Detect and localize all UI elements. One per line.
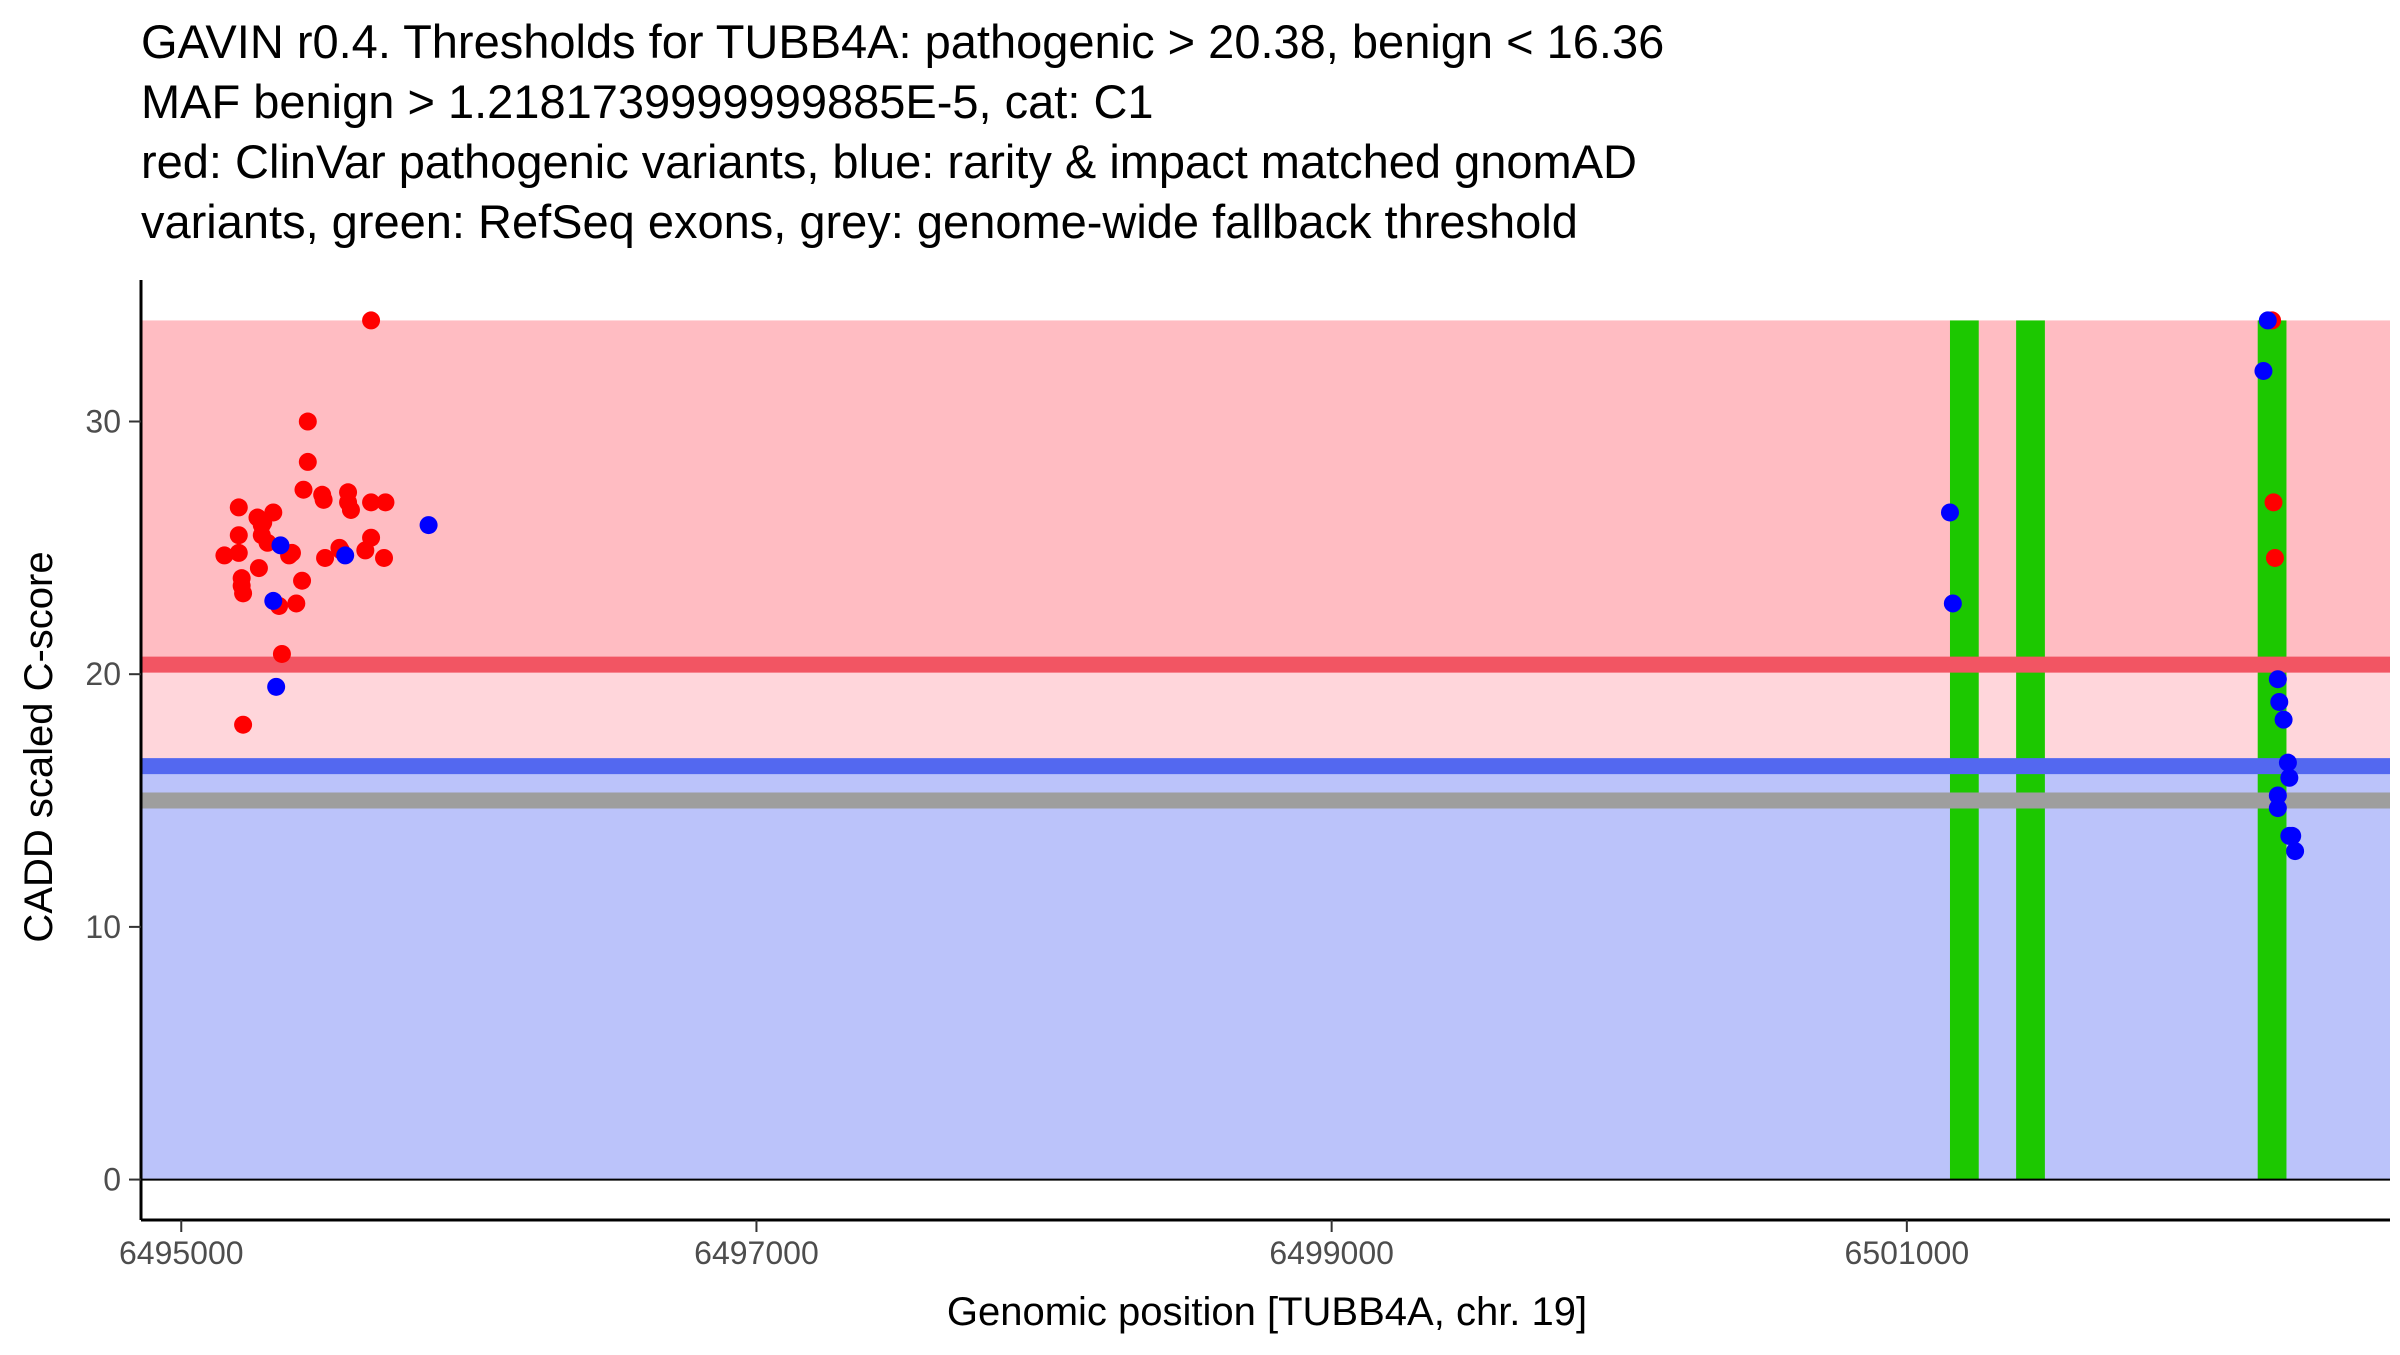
threshold-lines bbox=[141, 656, 2390, 1181]
gnomad-variant-point bbox=[2268, 799, 2287, 818]
gnomad-variant-point bbox=[1940, 503, 1959, 522]
y-tick-label: 30 bbox=[85, 404, 121, 440]
gnomad-variant-point bbox=[267, 677, 286, 696]
threshold-bands bbox=[141, 320, 2390, 1180]
gnomad-variant-point bbox=[264, 591, 283, 610]
pathogenic-variant-point bbox=[375, 548, 394, 567]
pathogenic-variant-point bbox=[298, 412, 317, 431]
title-line-4: variants, green: RefSeq exons, grey: gen… bbox=[141, 195, 1578, 248]
x-axis-label: Genomic position [TUBB4A, chr. 19] bbox=[947, 1290, 1587, 1334]
gnomad-variant-point bbox=[2254, 361, 2273, 380]
benign-band bbox=[141, 766, 2390, 1180]
pathogenic-variant-point bbox=[215, 546, 234, 565]
gnomad-variant-point bbox=[2270, 692, 2289, 711]
title-line-1: GAVIN r0.4. Thresholds for TUBB4A: patho… bbox=[141, 15, 1664, 68]
pathogenic-band bbox=[141, 320, 2390, 665]
pathogenic-variant-point bbox=[2264, 493, 2283, 512]
title-line-3: red: ClinVar pathogenic variants, blue: … bbox=[141, 135, 1637, 188]
pathogenic-variant-point bbox=[314, 490, 333, 509]
gnomad-variant-point bbox=[2278, 753, 2297, 772]
gnomad-variant-point bbox=[2268, 786, 2287, 805]
x-tick-label: 6499000 bbox=[1269, 1235, 1394, 1271]
gnomad-variant-point bbox=[2286, 842, 2305, 861]
gnomad-variant-point bbox=[2283, 826, 2302, 845]
pathogenic-variant-point bbox=[287, 594, 306, 613]
pathogenic-variant-point bbox=[264, 503, 283, 522]
gnomad-variant-point bbox=[2268, 670, 2287, 689]
exon-bar-3 bbox=[2257, 320, 2287, 1180]
pathogenic-variant-point bbox=[362, 528, 381, 547]
pathogenic-variant-point bbox=[272, 644, 291, 663]
exon-bars bbox=[1949, 320, 2287, 1180]
pathogenic-variant-point bbox=[229, 543, 248, 562]
pathogenic-variant-point bbox=[234, 584, 253, 603]
x-tick-label: 6495000 bbox=[119, 1235, 244, 1271]
pathogenic-variant-point bbox=[316, 548, 335, 567]
gnomad-variant-point bbox=[1943, 594, 1962, 613]
pathogenic-variant-point bbox=[376, 493, 395, 512]
pathogenic-variant-point bbox=[234, 715, 253, 734]
gnomad-variant-point bbox=[419, 516, 438, 535]
title-line-2: MAF benign > 1.2181739999999885E-5, cat:… bbox=[141, 75, 1154, 128]
pathogenic-variant-point bbox=[294, 480, 313, 499]
pathogenic-variant-point bbox=[2265, 548, 2284, 567]
y-tick-label: 20 bbox=[85, 656, 121, 692]
pathogenic-variant-point bbox=[362, 493, 381, 512]
exon-bar-1 bbox=[1949, 320, 1979, 1180]
gnomad-variant-point bbox=[2280, 768, 2299, 787]
pathogenic-variant-point bbox=[249, 559, 268, 578]
exon-bar-2 bbox=[2016, 320, 2045, 1180]
gnomad-variant-point bbox=[2274, 710, 2293, 729]
gnomad-variant-point bbox=[271, 536, 290, 555]
y-tick-label: 0 bbox=[103, 1162, 121, 1198]
y-axis-label: CADD scaled C-score bbox=[17, 551, 61, 942]
pathogenic-variant-point bbox=[293, 571, 312, 590]
chart-title: GAVIN r0.4. Thresholds for TUBB4A: patho… bbox=[141, 15, 1664, 248]
variant-points bbox=[215, 311, 2305, 861]
x-tick-label: 6501000 bbox=[1845, 1235, 1970, 1271]
pathogenic-variant-point bbox=[229, 526, 248, 545]
pathogenic-variant-point bbox=[298, 452, 317, 471]
gnomad-variant-point bbox=[2258, 311, 2277, 330]
gnomad-variant-point bbox=[336, 546, 355, 565]
pathogenic-variant-point bbox=[362, 311, 381, 330]
axes: 6495000 6497000 6499000 6501000 0 10 20 30 bbox=[85, 280, 2390, 1271]
y-tick-label: 10 bbox=[85, 909, 121, 945]
pathogenic-variant-point bbox=[341, 500, 360, 519]
intermediate-band bbox=[141, 664, 2390, 767]
pathogenic-variant-point bbox=[229, 498, 248, 517]
x-tick-label: 6497000 bbox=[694, 1235, 819, 1271]
